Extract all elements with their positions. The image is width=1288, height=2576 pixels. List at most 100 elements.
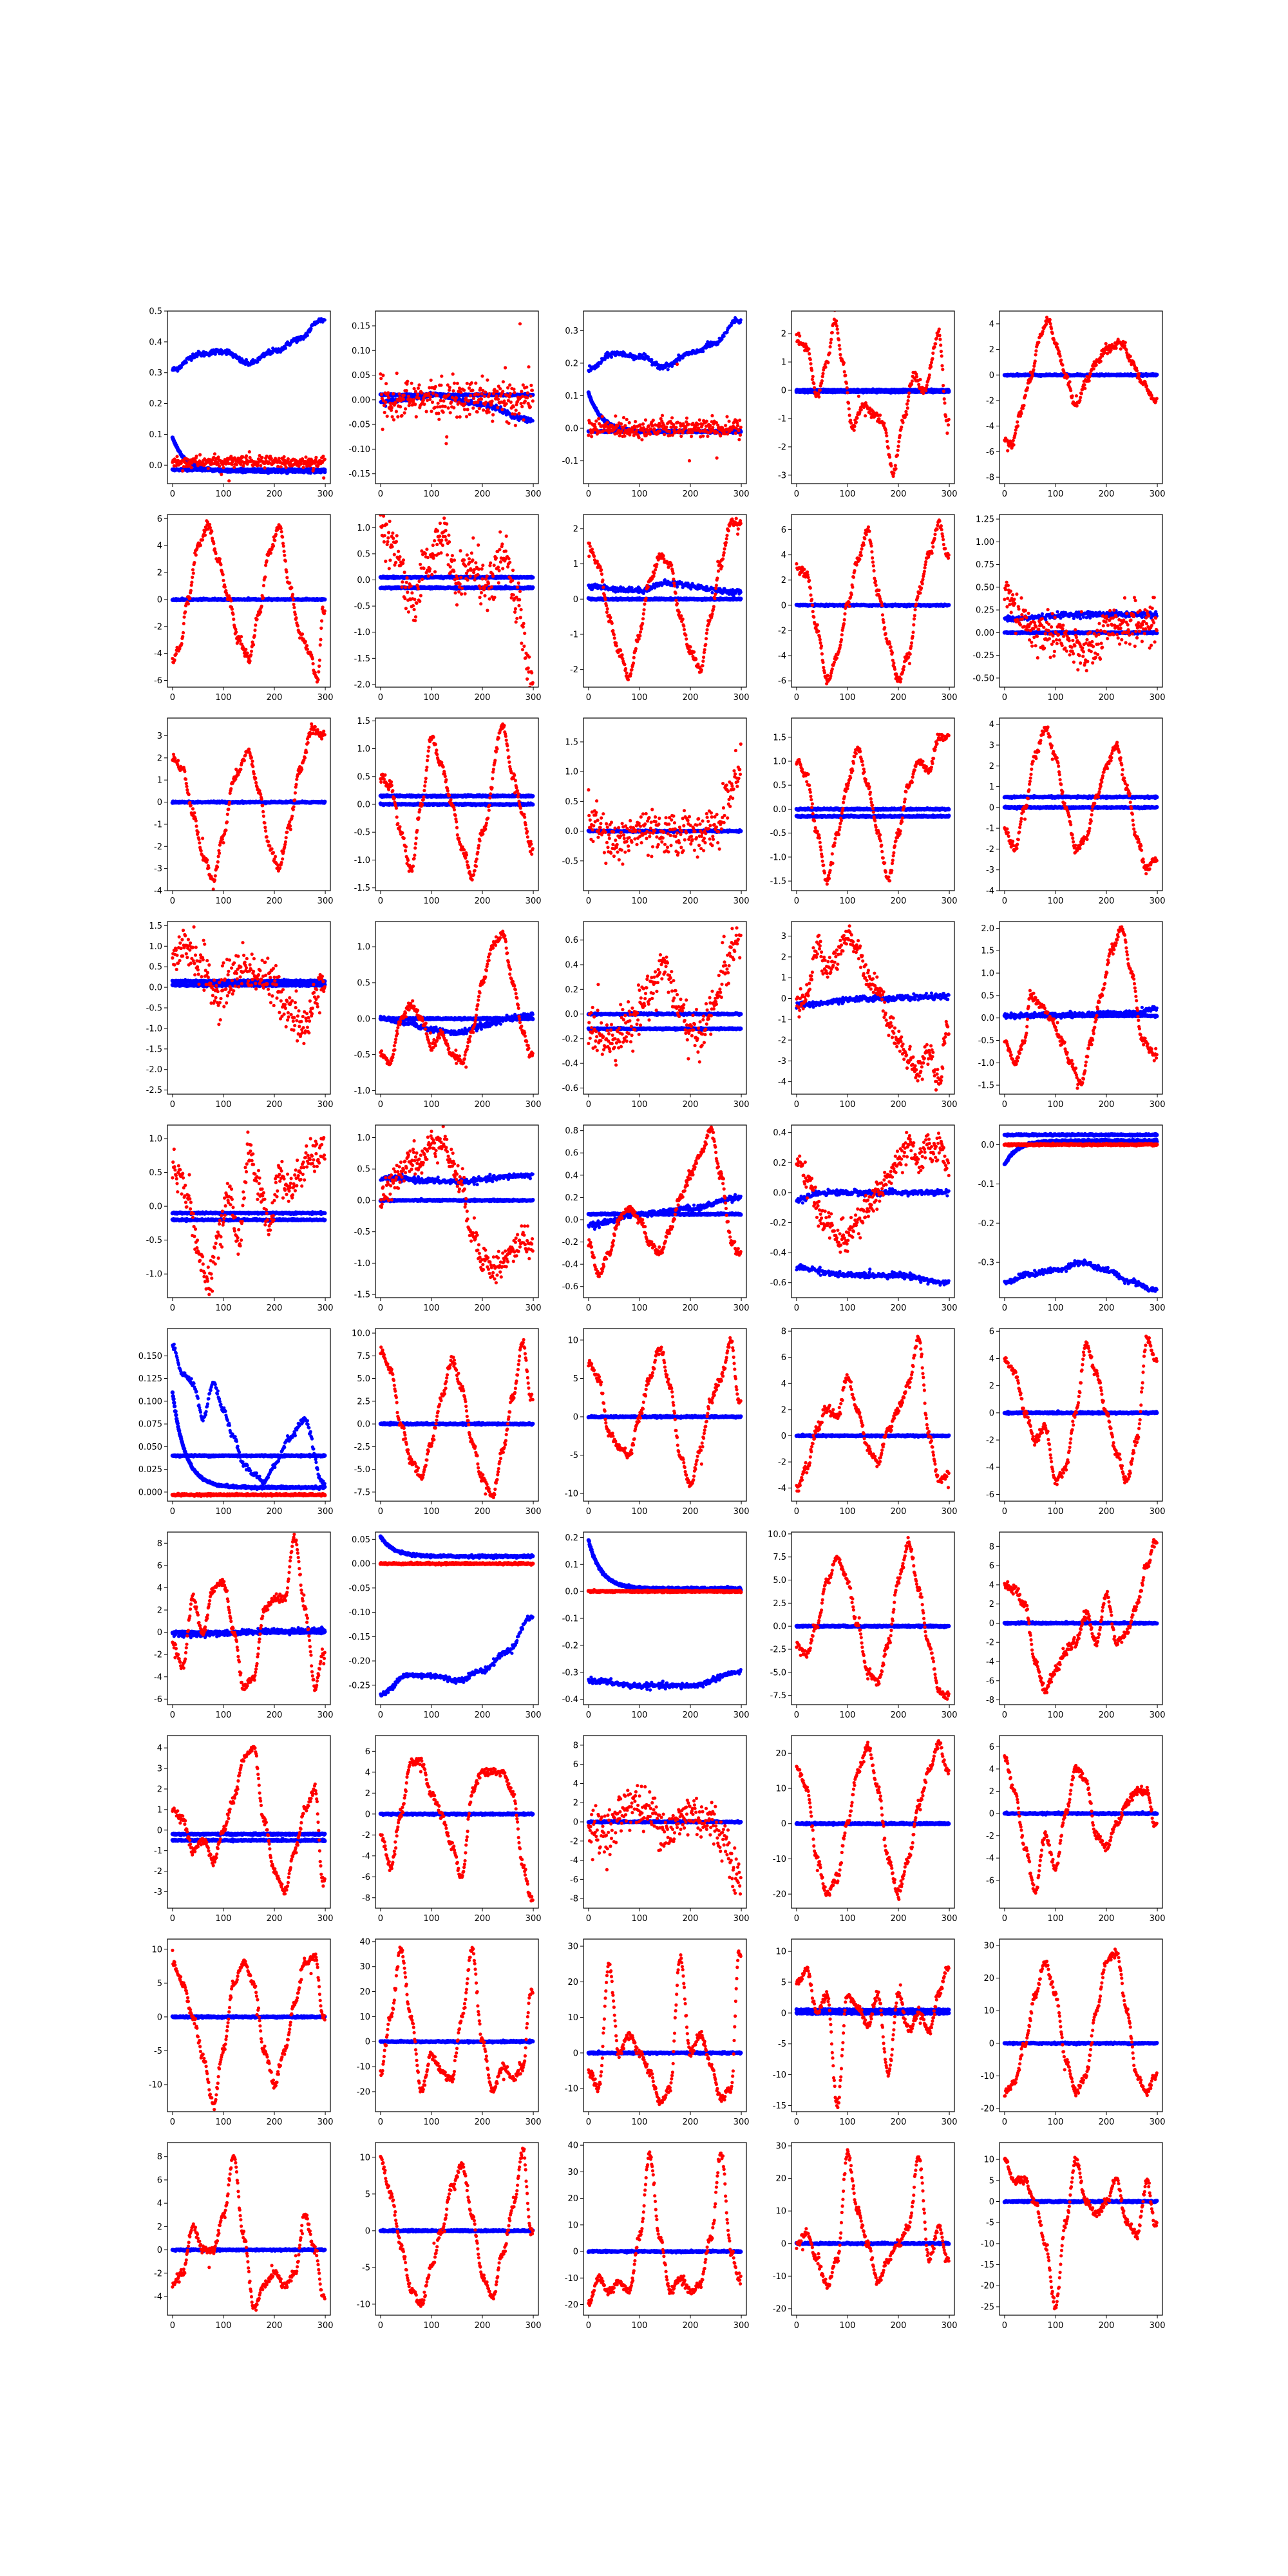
red-data-point: [894, 467, 898, 471]
red-data-point: [385, 414, 389, 418]
red-data-point: [929, 361, 933, 365]
blue-data-point: [666, 368, 670, 372]
red-data-point: [282, 455, 286, 459]
red-data-point: [394, 410, 399, 413]
red-data-point: [828, 345, 832, 349]
red-data-point: [837, 343, 841, 347]
y-tick-label: 1: [781, 358, 786, 368]
red-data-point: [244, 454, 249, 458]
red-data-point: [944, 415, 948, 419]
red-data-point: [194, 454, 198, 459]
red-data-point: [914, 375, 919, 379]
red-data-point: [381, 428, 384, 431]
red-data-point: [878, 413, 882, 417]
y-tick-label: 0: [781, 386, 786, 396]
red-data-point: [663, 433, 667, 437]
red-data-point: [513, 412, 517, 416]
red-data-point: [491, 419, 495, 423]
red-data-point: [710, 413, 714, 418]
red-data-point: [213, 452, 217, 456]
red-data-point: [462, 408, 467, 412]
red-data-point: [531, 399, 535, 403]
red-data-point: [464, 415, 469, 419]
red-data-point: [308, 464, 312, 468]
red-data-point: [304, 455, 308, 459]
red-data-point: [660, 413, 665, 417]
red-data-point: [587, 433, 591, 437]
red-data-point: [402, 411, 406, 415]
red-data-point: [441, 410, 445, 414]
red-data-point: [939, 343, 943, 347]
red-data-point: [523, 399, 527, 403]
red-data-point: [448, 386, 452, 390]
red-data-point: [889, 464, 893, 468]
red-data-point: [484, 401, 488, 404]
x-tick-label: 0: [794, 489, 799, 499]
red-data-point: [475, 410, 479, 414]
red-data-point: [1078, 399, 1082, 402]
red-data-point: [384, 382, 388, 386]
red-data-point: [216, 455, 220, 459]
red-data-point: [846, 401, 851, 405]
red-data-point: [504, 366, 507, 370]
red-data-point: [1033, 359, 1037, 363]
red-data-point: [679, 434, 683, 439]
red-data-point: [437, 417, 441, 421]
red-data-point: [469, 381, 474, 385]
red-data-point: [1144, 384, 1149, 388]
red-data-point: [386, 391, 390, 395]
red-data-point: [379, 392, 384, 397]
red-data-point: [684, 426, 688, 430]
red-data-point: [263, 466, 267, 470]
red-data-point: [812, 381, 816, 386]
red-data-point: [417, 383, 421, 387]
red-data-point: [1030, 374, 1034, 377]
red-data-point: [1023, 393, 1027, 397]
red-data-point: [685, 416, 689, 420]
blue-data-point: [531, 419, 535, 423]
red-data-point: [1050, 327, 1054, 330]
red-data-point: [1012, 443, 1016, 447]
red-data-point: [297, 464, 301, 468]
red-data-point: [387, 396, 391, 400]
red-data-point: [206, 466, 210, 470]
red-data-point: [690, 435, 694, 439]
red-data-point: [1045, 322, 1048, 327]
red-data-point: [247, 450, 251, 454]
x-tick-label: 200: [891, 489, 907, 499]
red-data-point: [818, 388, 822, 392]
red-data-point: [182, 465, 185, 469]
red-data-point: [410, 381, 413, 385]
red-data-point: [719, 434, 723, 438]
red-data-point: [230, 462, 234, 466]
red-data-point: [501, 390, 505, 393]
red-data-point: [458, 415, 462, 419]
x-tick-label: 0: [170, 489, 175, 499]
red-data-point: [399, 405, 402, 409]
blue-data-point: [609, 355, 614, 359]
red-data-point: [590, 435, 594, 439]
red-data-point: [527, 365, 531, 369]
red-data-point: [500, 408, 504, 412]
red-data-point: [1124, 348, 1128, 352]
red-data-point: [844, 374, 848, 377]
red-data-point: [940, 354, 943, 358]
red-data-point: [491, 413, 495, 417]
red-data-point: [463, 402, 467, 406]
red-data-point: [621, 415, 626, 420]
red-data-point: [824, 365, 828, 369]
red-data-point: [404, 389, 408, 393]
red-data-point: [413, 402, 417, 406]
red-data-point: [448, 411, 452, 415]
red-data-point: [519, 402, 523, 406]
x-tick-label: 100: [840, 489, 856, 499]
red-data-point: [381, 374, 385, 377]
red-data-point: [643, 418, 648, 422]
red-data-point: [838, 353, 842, 357]
red-data-point: [888, 455, 892, 459]
red-data-point: [835, 319, 838, 323]
red-data-point: [687, 459, 692, 463]
red-data-point: [439, 399, 442, 402]
red-data-point: [623, 424, 627, 428]
